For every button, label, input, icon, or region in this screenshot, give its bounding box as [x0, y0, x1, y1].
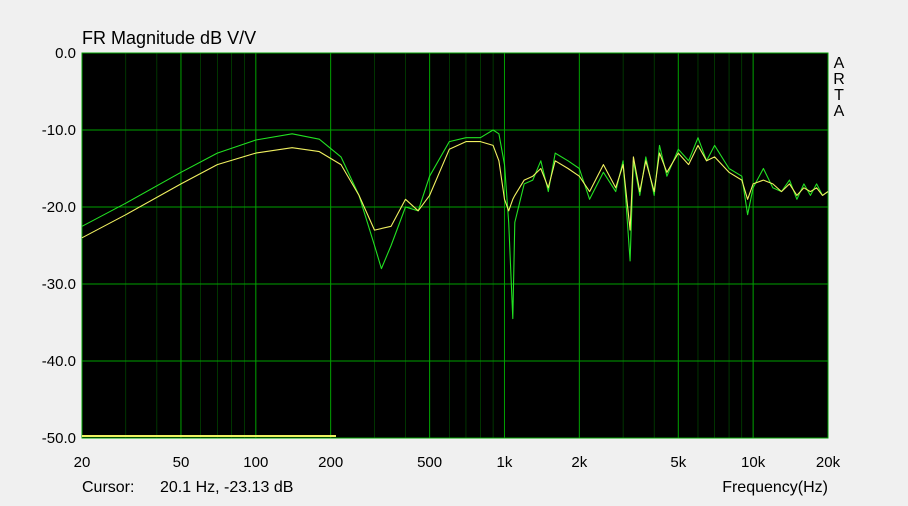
x-tick-labels: 20 50 100 200 500 1k 2k 5k 10k 20k [74, 454, 841, 471]
side-label-letter: A [834, 55, 845, 72]
x-tick-label: 10k [741, 454, 766, 471]
cursor-readout: 20.1 Hz, -23.13 dB [160, 479, 293, 496]
x-tick-label: 200 [318, 454, 343, 471]
plot-frame [81, 52, 829, 439]
x-tick-label: 5k [670, 454, 686, 471]
y-tick-label: 0.0 [55, 45, 76, 62]
series-layer [81, 129, 829, 320]
y-tick-label: -50.0 [42, 430, 76, 447]
x-tick-label: 500 [417, 454, 442, 471]
x-tick-label: 20 [74, 454, 91, 471]
y-tick-label: -20.0 [42, 199, 76, 216]
x-tick-label: 50 [173, 454, 190, 471]
y-tick-label: -30.0 [42, 276, 76, 293]
chart-title: FR Magnitude dB V/V [82, 28, 256, 48]
x-tick-label: 1k [497, 454, 513, 471]
side-label-letter: R [833, 71, 845, 88]
y-tick-label: -40.0 [42, 353, 76, 370]
cursor-label: Cursor: [82, 479, 134, 496]
y-tick-label: -10.0 [42, 122, 76, 139]
x-tick-label: 20k [816, 454, 841, 471]
major-gridlines [81, 52, 829, 439]
x-tick-label: 100 [243, 454, 268, 471]
x-tick-label: 2k [571, 454, 587, 471]
series-line-green [81, 129, 829, 320]
y-tick-labels: 0.0 -10.0 -20.0 -30.0 -40.0 -50.0 [42, 45, 76, 447]
series-line-yellow [81, 141, 829, 239]
x-axis-label: Frequency(Hz) [722, 479, 828, 496]
plot-area[interactable] [82, 53, 828, 438]
side-label-letter: A [834, 103, 845, 120]
side-label-letter: T [834, 87, 844, 104]
